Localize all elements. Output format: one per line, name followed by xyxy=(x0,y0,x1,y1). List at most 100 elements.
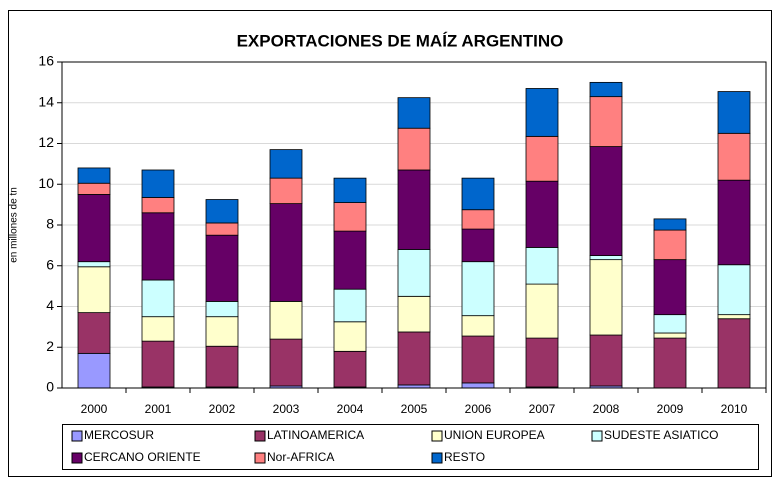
bar-segment xyxy=(205,234,239,302)
legend-label: UNION EUROPEA xyxy=(444,428,545,442)
bar-segment xyxy=(589,96,623,147)
legend-swatch xyxy=(71,430,83,442)
bar-segment xyxy=(205,316,239,347)
x-tick-label: 2008 xyxy=(593,402,620,416)
bar-segment xyxy=(141,316,175,342)
bar-segment xyxy=(589,334,623,387)
y-axis-label: en millones de tn xyxy=(9,187,20,263)
legend-label: RESTO xyxy=(444,450,485,464)
bar-segment xyxy=(461,335,495,384)
bar-segment xyxy=(525,135,559,182)
bar-segment xyxy=(397,249,431,297)
bar-segment xyxy=(589,146,623,256)
x-tick-label: 2005 xyxy=(401,402,428,416)
bar-segment xyxy=(525,88,559,137)
bar-segment xyxy=(461,209,495,230)
bar-segment xyxy=(333,177,367,203)
bar-segment xyxy=(269,149,303,179)
bar-segment xyxy=(141,212,175,281)
legend-label: SUDESTE ASIATICO xyxy=(604,428,718,442)
bar-segment xyxy=(589,81,623,98)
bar-segment xyxy=(461,382,495,389)
y-tick-label: 2 xyxy=(46,338,54,354)
bar-segment xyxy=(653,332,687,339)
legend-label: MERCOSUR xyxy=(84,428,154,442)
bar-segment xyxy=(525,247,559,285)
bar-segment xyxy=(461,315,495,337)
x-tick-label: 2010 xyxy=(721,402,748,416)
bar-segment xyxy=(717,314,751,320)
chart-title: EXPORTACIONES DE MAÍZ ARGENTINO xyxy=(237,31,564,50)
x-tick-label: 2000 xyxy=(81,402,108,416)
bar-segment xyxy=(269,203,303,302)
y-tick-label: 14 xyxy=(38,93,54,109)
y-tick-label: 16 xyxy=(38,53,54,69)
legend-swatch xyxy=(431,452,443,464)
bar-segment xyxy=(717,318,751,389)
bar-segment xyxy=(269,338,303,387)
bar-segment xyxy=(333,350,367,388)
legend-swatch xyxy=(254,430,266,442)
x-tick-label: 2004 xyxy=(337,402,364,416)
bar-segment xyxy=(397,169,431,250)
bar-segment xyxy=(397,97,431,129)
x-tick-label: 2002 xyxy=(209,402,236,416)
bar-segment xyxy=(205,222,239,236)
bar-segment xyxy=(269,177,303,205)
bar-segment xyxy=(717,179,751,266)
bar-segment xyxy=(461,177,495,211)
legend-label: CERCANO ORIENTE xyxy=(84,450,201,464)
bar-segment xyxy=(333,202,367,232)
x-tick-label: 2009 xyxy=(657,402,684,416)
bar-segment xyxy=(397,331,431,386)
y-tick-label: 8 xyxy=(46,216,54,232)
bar-segment xyxy=(461,261,495,317)
bar-segment xyxy=(333,230,367,290)
bar-segment xyxy=(141,279,175,318)
bar-segment xyxy=(589,255,623,261)
bar-segment xyxy=(653,314,687,334)
bar-segment xyxy=(77,266,111,314)
bar-segment xyxy=(525,180,559,248)
bar-segment xyxy=(333,288,367,323)
bar-segment xyxy=(77,167,111,184)
bar-segment xyxy=(717,264,751,316)
x-tick-label: 2007 xyxy=(529,402,556,416)
bar-segment xyxy=(653,337,687,389)
legend-swatch xyxy=(71,452,83,464)
bar-segment xyxy=(205,301,239,318)
legend-swatch xyxy=(591,430,603,442)
bar-segment xyxy=(141,197,175,214)
y-tick-label: 0 xyxy=(46,379,54,395)
y-tick-label: 12 xyxy=(38,134,54,150)
bar-segment xyxy=(653,259,687,316)
legend-label: Nor-AFRICA xyxy=(267,450,334,464)
bar-segment xyxy=(653,218,687,231)
bar-segment xyxy=(205,345,239,388)
bar-segment xyxy=(205,199,239,224)
legend-label: LATINOAMERICA xyxy=(267,428,364,442)
plot-border xyxy=(61,61,767,389)
bar-segment xyxy=(333,321,367,352)
x-tick-label: 2003 xyxy=(273,402,300,416)
bar-segment xyxy=(77,182,111,195)
bar-segment xyxy=(77,312,111,354)
bar-segment xyxy=(461,228,495,263)
bar-segment xyxy=(141,169,175,198)
bar-segment xyxy=(77,194,111,263)
legend-swatch xyxy=(431,430,443,442)
bar-segment xyxy=(77,352,111,389)
bar-segment xyxy=(717,132,751,181)
bar-segment xyxy=(397,127,431,171)
y-tick-label: 4 xyxy=(46,297,54,313)
y-tick-label: 10 xyxy=(38,175,54,191)
bar-segment xyxy=(269,301,303,340)
legend-swatch xyxy=(254,452,266,464)
bar-segment xyxy=(717,91,751,134)
bar-segment xyxy=(77,261,111,268)
bar-segment xyxy=(653,229,687,261)
x-tick-label: 2006 xyxy=(465,402,492,416)
bar-segment xyxy=(525,283,559,339)
legend-box xyxy=(62,424,759,470)
